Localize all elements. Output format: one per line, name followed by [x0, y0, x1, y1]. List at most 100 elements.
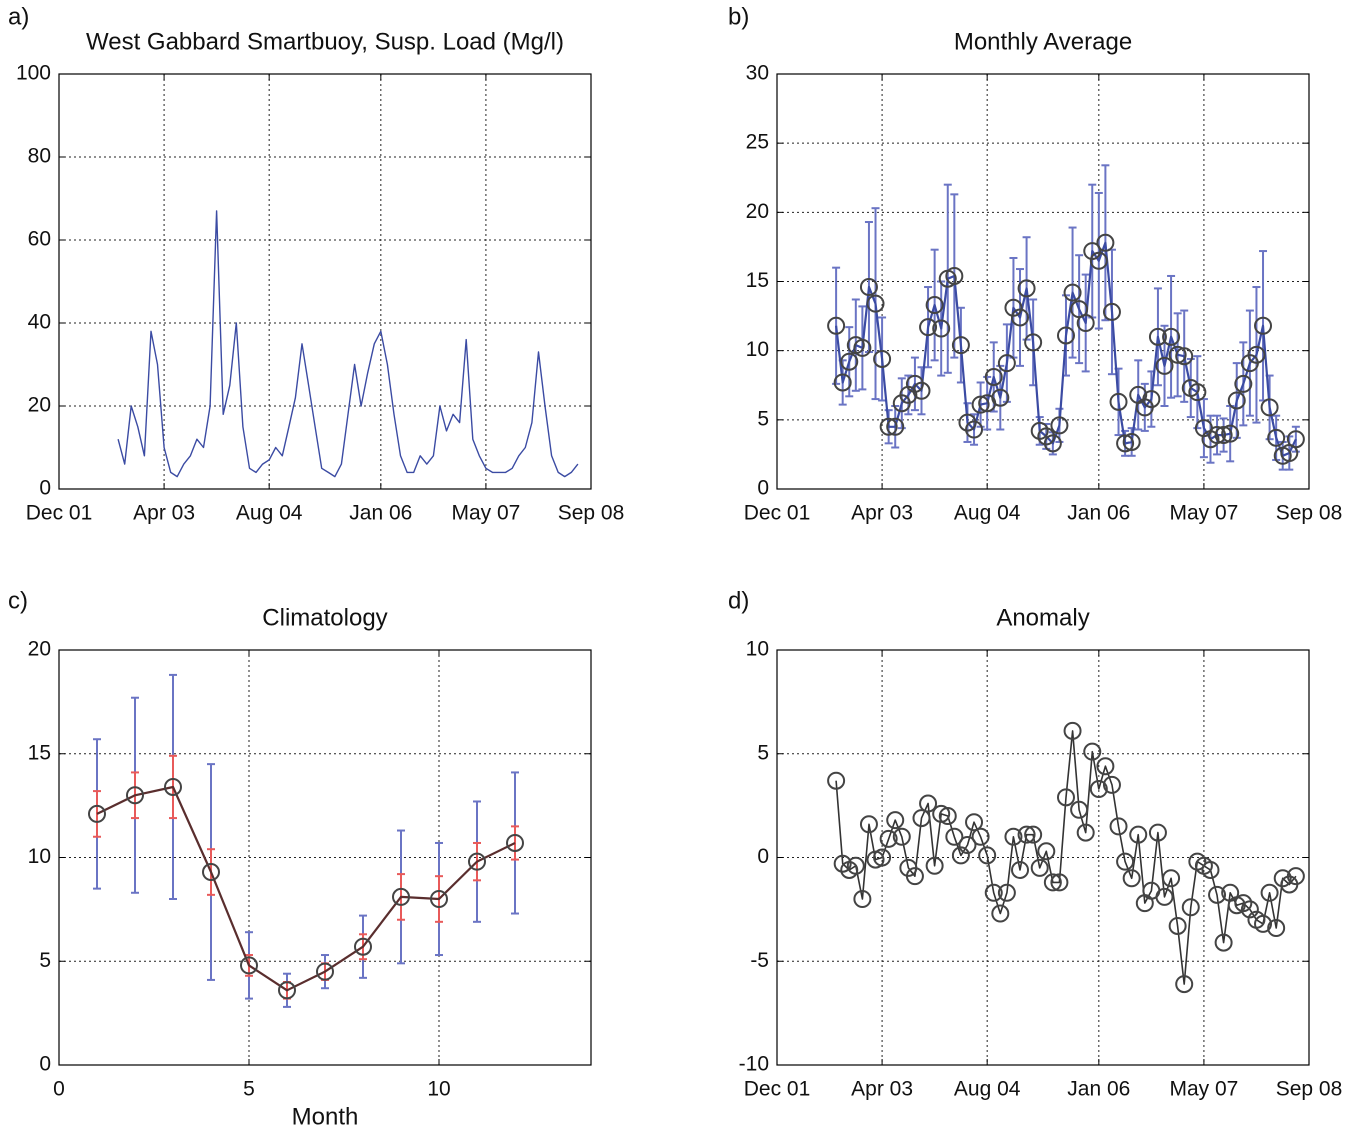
data-point [1227, 391, 1246, 410]
data-point [1063, 283, 1082, 302]
x-tick-label: 10 [427, 1078, 450, 1101]
y-tick-label: 60 [28, 228, 51, 251]
x-tick-label: Sep 08 [1276, 1078, 1343, 1101]
plot-area [59, 74, 591, 489]
y-tick-label: 25 [746, 131, 769, 154]
x-tick-label: Jan 06 [349, 502, 412, 525]
data-point [240, 956, 258, 975]
data-point [392, 887, 410, 906]
data-point [859, 278, 878, 297]
data-point [1089, 251, 1108, 270]
data-point [978, 846, 997, 865]
x-tick-label: Sep 08 [558, 502, 625, 525]
data-point [971, 827, 990, 846]
y-tick-label: 5 [757, 407, 769, 430]
x-tick-label: Apr 03 [851, 1078, 913, 1101]
axes-frame [58, 649, 592, 1066]
y-tick-label: -5 [750, 949, 769, 972]
data-point [1208, 885, 1227, 904]
data-point [1148, 327, 1167, 346]
data-point [164, 777, 182, 796]
x-tick-label: Apr 03 [133, 502, 195, 525]
x-tick-label: Aug 04 [954, 1078, 1021, 1101]
data-point [1214, 933, 1233, 952]
data-point [1024, 825, 1043, 844]
data-point [1214, 426, 1233, 445]
x-tick-label: Jan 06 [1067, 502, 1130, 525]
data-point [905, 867, 924, 886]
data-point [945, 827, 964, 846]
x-tick-label: Aug 04 [236, 502, 303, 525]
data-point [1004, 827, 1023, 846]
data-point [1168, 916, 1187, 935]
y-tick-label: 100 [16, 62, 51, 85]
data-point [919, 318, 938, 337]
data-point [1129, 825, 1148, 844]
data-point [1122, 432, 1141, 451]
x-tick-label: May 07 [451, 502, 520, 525]
data-point [1188, 383, 1207, 402]
data-point [833, 854, 852, 873]
data-point [1221, 424, 1240, 443]
data-point [1175, 975, 1194, 994]
x-axis-label: Month [292, 1103, 359, 1130]
y-tick-label: 80 [28, 145, 51, 168]
y-tick-label: 5 [757, 741, 769, 764]
data-point [892, 827, 911, 846]
data-point [846, 856, 865, 875]
data-point [1089, 780, 1108, 799]
data-point [997, 354, 1016, 373]
y-tick-label: 10 [746, 338, 769, 361]
data-point [1240, 900, 1259, 919]
data-point [833, 373, 852, 392]
data-point [840, 352, 859, 371]
data-point [991, 904, 1010, 923]
data-point [202, 863, 220, 882]
axes-frame [776, 649, 1310, 1066]
data-point [1260, 398, 1279, 417]
data-point [859, 815, 878, 834]
data-point [1168, 345, 1187, 364]
x-tick-label: Jan 06 [1067, 1078, 1130, 1101]
data-point [866, 294, 885, 313]
data-point [1109, 817, 1128, 836]
data-point [126, 786, 144, 805]
data-point [1011, 308, 1030, 327]
data-point [1017, 279, 1036, 298]
data-point [925, 856, 944, 875]
data-point [1043, 434, 1062, 453]
data-point [1109, 392, 1128, 411]
data-point [971, 395, 990, 414]
y-tick-label: 40 [28, 311, 51, 334]
chart-title: Monthly Average [954, 28, 1132, 55]
data-point [1254, 316, 1273, 335]
data-point [1043, 873, 1062, 892]
y-tick-label: 0 [757, 845, 769, 868]
data-point [886, 811, 905, 830]
data-point [354, 937, 372, 956]
data-point [965, 420, 984, 439]
y-tick-label: -10 [739, 1053, 769, 1076]
data-point [1162, 869, 1181, 888]
data-point [278, 981, 296, 1000]
data-point [1096, 757, 1115, 776]
data-point [1083, 742, 1102, 761]
data-point [1037, 842, 1056, 861]
chart-title: Anomaly [996, 604, 1089, 631]
data-point [1017, 825, 1036, 844]
data-point [1030, 858, 1049, 877]
data-point [951, 846, 970, 865]
data-point [1102, 302, 1121, 321]
data-point [1254, 914, 1273, 933]
data-point [951, 336, 970, 355]
data-line [117, 210, 579, 478]
data-point [1063, 721, 1082, 740]
data-point [1162, 327, 1181, 346]
data-point [1175, 347, 1194, 366]
x-tick-label: Sep 08 [1276, 502, 1343, 525]
data-point [1024, 333, 1043, 352]
data-point [1286, 430, 1305, 449]
x-tick-label: Aug 04 [954, 502, 1021, 525]
data-point [853, 890, 872, 908]
